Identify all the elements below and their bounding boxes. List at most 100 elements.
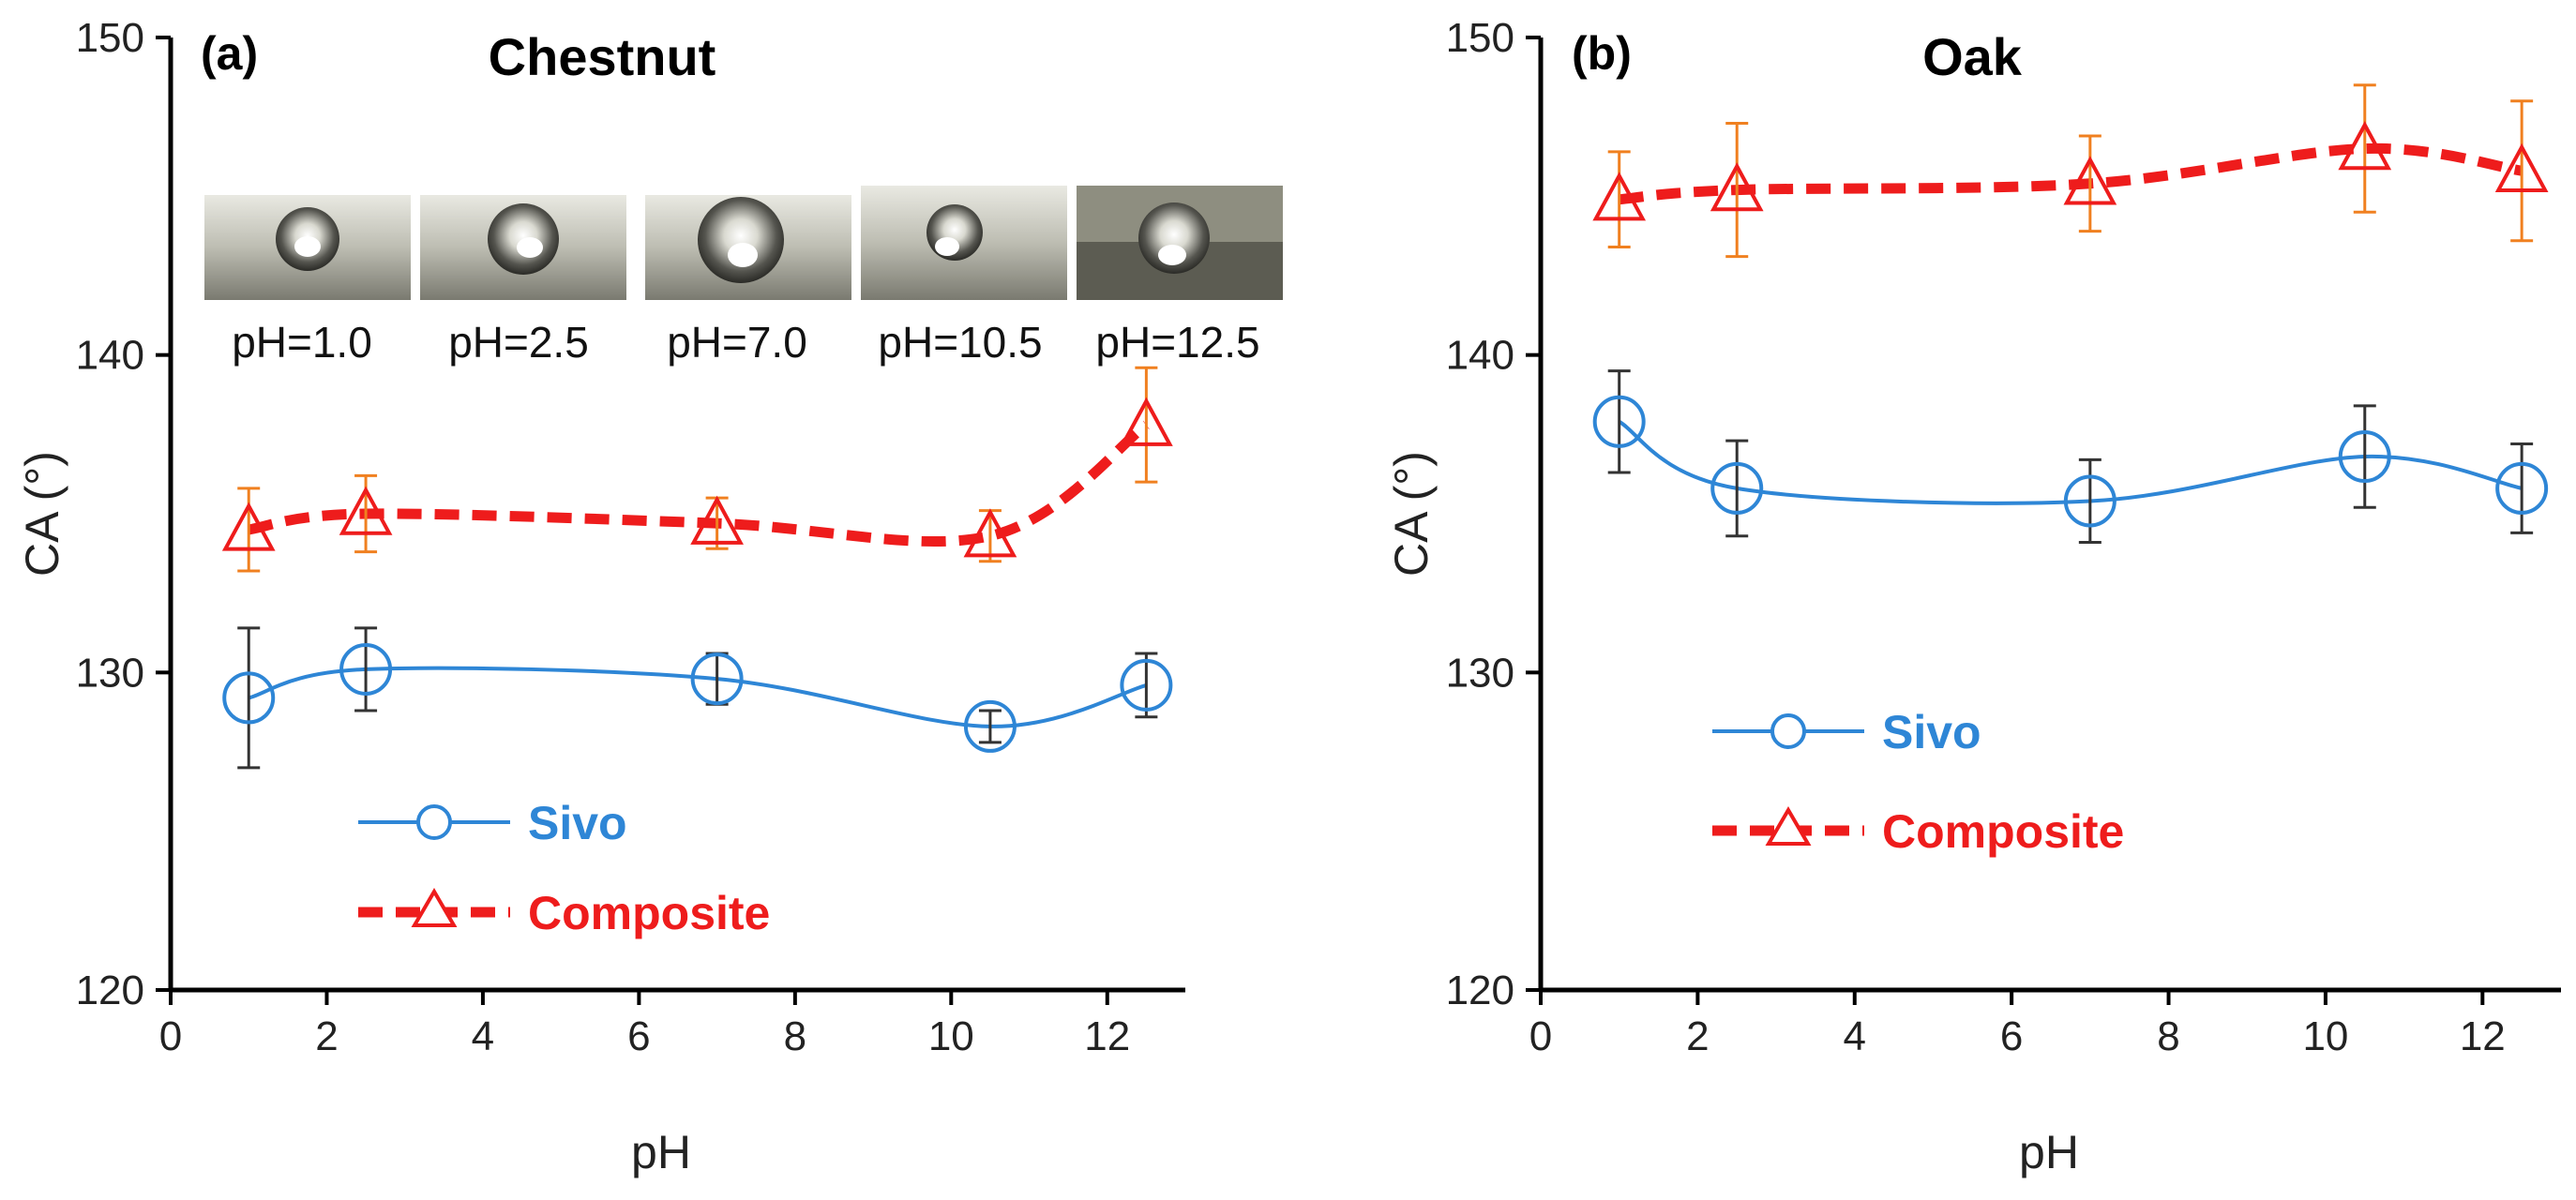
droplet-photo: [420, 195, 626, 300]
legend-entry-composite: Composite: [358, 887, 770, 939]
legend-label-composite: Composite: [528, 887, 770, 939]
data-point-sivo: [339, 642, 393, 696]
legend-marker-composite: [411, 888, 458, 927]
y-tick-label-150: 150: [76, 15, 144, 61]
data-point-composite: [1120, 397, 1173, 446]
error-bar-sivo: [237, 626, 261, 770]
data-point-sivo: [1710, 461, 1764, 515]
chart-panel-chestnut: (a) Chestnut CA (°) pH: [16, 15, 1283, 1178]
error-bar-composite: [2078, 134, 2101, 233]
inset-label-ph-2-5: pH=2.5: [448, 318, 589, 367]
error-bar-sivo: [1135, 652, 1158, 719]
data-point-composite: [690, 495, 744, 545]
data-point-composite: [2338, 121, 2392, 171]
droplet-photo-strip: pH=1.0 pH=2.5 pH=7.0 pH=10.5 pH=12.5: [204, 186, 1283, 367]
data-point-composite: [339, 486, 393, 535]
x-tick-label-6: 6: [2000, 1013, 2023, 1059]
axis-ticks: 0 2 4 6 8 10 12 120 130 140 150: [1446, 15, 2506, 1059]
x-tick-label-0: 0: [159, 1013, 182, 1059]
legend: Sivo Composite: [358, 797, 770, 939]
error-bar-composite: [1725, 121, 1749, 259]
y-axis-title: CA (°): [1385, 451, 1438, 577]
chart-title: Chestnut: [489, 27, 716, 86]
x-axis-title: pH: [631, 1126, 691, 1178]
x-tick-label-0: 0: [1529, 1013, 1552, 1059]
y-tick-label-120: 120: [1446, 968, 1514, 1013]
axis-ticks: 0 2 4 6 8 10 12 120 130 140 150: [76, 15, 1131, 1059]
series-layer: [221, 366, 1173, 770]
data-point-sivo: [2338, 430, 2391, 484]
legend-marker-sivo: [1770, 713, 1806, 749]
data-point-composite: [2063, 156, 2117, 205]
y-axis-title: CA (°): [16, 451, 68, 577]
chart-title: Oak: [1922, 27, 2023, 86]
x-tick-label-8: 8: [784, 1013, 806, 1059]
inset-label-ph-1: pH=1.0: [232, 318, 372, 367]
panel-label: (b): [1572, 27, 1632, 80]
x-tick-label-12: 12: [1084, 1013, 1130, 1059]
data-point-sivo: [222, 671, 276, 725]
x-tick-label-4: 4: [1844, 1013, 1866, 1059]
legend-marker-composite: [1765, 806, 1812, 846]
legend-label-sivo: Sivo: [1882, 706, 1981, 758]
y-tick-label-150: 150: [1446, 15, 1514, 61]
error-bar-sivo: [2510, 442, 2534, 534]
series-line-composite: [1619, 142, 2523, 205]
data-point-composite: [1592, 172, 1647, 221]
x-tick-label-10: 10: [2302, 1013, 2348, 1059]
error-bar-composite: [2353, 83, 2376, 214]
series-line-sivo: [1618, 420, 2523, 505]
error-bar-composite: [2510, 99, 2534, 243]
data-point-sivo: [1120, 658, 1173, 712]
legend-entry-sivo: Sivo: [1712, 706, 1981, 758]
inset-label-ph-7: pH=7.0: [667, 318, 807, 367]
chart-panel-oak: (b) Oak CA (°) pH 0 2 4 6 8 10 12120130140150 …: [1385, 15, 2561, 1178]
droplet-photo: [861, 186, 1067, 300]
inset-label-ph-12-5: pH=12.5: [1095, 318, 1259, 367]
axis-frame: [1538, 38, 2561, 993]
error-bar-composite: [1607, 150, 1631, 249]
data-point-composite: [221, 502, 276, 551]
droplet-photo: [204, 195, 411, 300]
data-point-sivo: [2063, 474, 2117, 528]
x-tick-label-4: 4: [472, 1013, 494, 1059]
y-tick-label-120: 120: [76, 968, 144, 1013]
data-point-sivo: [1592, 395, 1646, 448]
error-bar-sivo: [2078, 458, 2101, 544]
x-tick-label-8: 8: [2157, 1013, 2179, 1059]
legend-entry-composite: Composite: [1712, 805, 2124, 858]
error-bar-sivo: [1725, 439, 1749, 538]
axis-frame: [168, 38, 1185, 993]
legend-entry-sivo: Sivo: [358, 797, 627, 849]
data-point-sivo: [690, 652, 744, 706]
legend-label-sivo: Sivo: [528, 797, 627, 849]
error-bar-sivo: [2353, 404, 2376, 509]
x-tick-label-2: 2: [315, 1013, 338, 1059]
x-tick-label-12: 12: [2460, 1013, 2506, 1059]
legend-marker-sivo: [416, 804, 452, 840]
legend-label-composite: Composite: [1882, 805, 2124, 858]
error-bar-sivo: [978, 709, 1002, 744]
droplet-photo: [645, 195, 851, 300]
data-point-composite: [1710, 162, 1764, 212]
y-tick-label-130: 130: [1446, 650, 1514, 696]
data-point-sivo: [963, 699, 1017, 753]
series-layer: [1592, 83, 2549, 544]
y-tick-label-140: 140: [1446, 333, 1514, 379]
legend: Sivo Composite: [1712, 706, 2124, 858]
x-axis-title: pH: [2019, 1126, 2079, 1178]
error-bar-sivo: [354, 626, 378, 712]
error-bar-sivo: [1607, 369, 1631, 474]
error-bar-composite: [1135, 366, 1158, 484]
droplet-photo: [1077, 186, 1283, 300]
data-point-composite: [963, 508, 1017, 558]
y-tick-label-140: 140: [76, 333, 144, 379]
y-tick-label-130: 130: [76, 650, 144, 696]
inset-label-ph-10-5: pH=10.5: [878, 318, 1042, 367]
panel-label: (a): [201, 27, 258, 80]
data-point-sivo: [2495, 461, 2549, 515]
x-tick-label-6: 6: [627, 1013, 650, 1059]
x-tick-label-2: 2: [1686, 1013, 1709, 1059]
data-point-composite: [2494, 142, 2549, 192]
